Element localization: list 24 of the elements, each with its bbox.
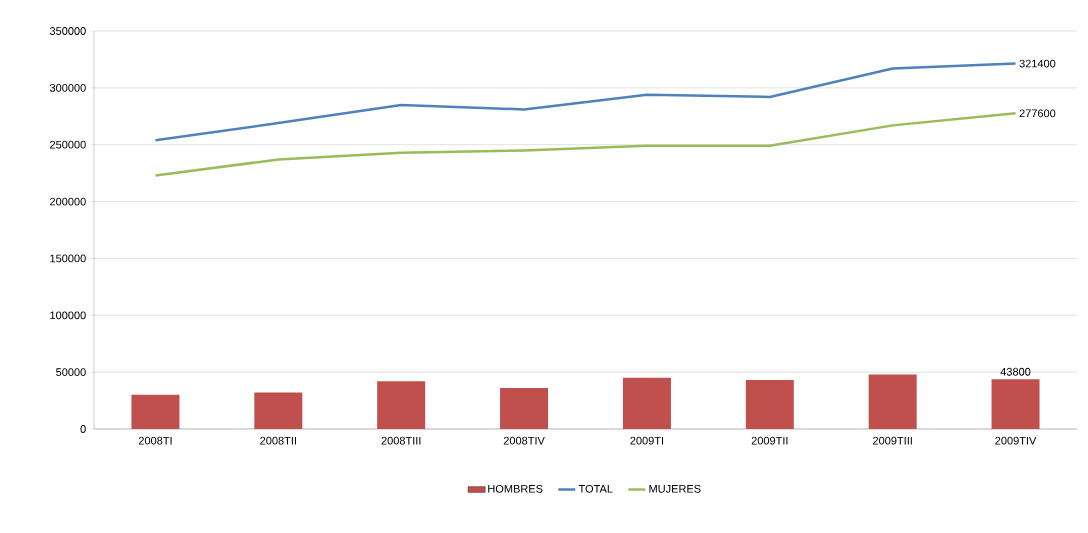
y-tick-label: 300000 [49,83,86,92]
y-tick-label: 50000 [56,368,86,377]
y-tick-label: 100000 [50,311,86,320]
x-tick-label: 2009TII [751,436,788,445]
legend-label: TOTAL [578,484,613,493]
y-tick-label: 150000 [50,254,86,263]
x-tick-label: 2008TIII [381,436,421,445]
x-tick-label: 2008TII [260,436,296,445]
x-tick-label: 2008TIV [503,436,545,445]
y-tick-label: 250000 [50,140,86,149]
y-tick-label: 200000 [50,197,86,206]
data-label: 321400 [1019,59,1056,68]
x-tick-label: 2008TI [138,436,172,445]
x-tick-label: 2009TI [630,436,664,445]
x-tick-label: 2009TIII [873,436,912,445]
line-series [154,112,1017,177]
x-tick-label: 2009TIV [995,436,1037,445]
y-tick-label: 350000 [49,27,86,35]
line-series [154,62,1017,142]
data-label: 43800 [1000,367,1031,376]
data-label: 277600 [1019,109,1056,118]
legend-label: MUJERES [649,484,701,493]
y-tick-label: 0 [80,425,86,433]
legend-label: HOMBRES [488,484,543,493]
